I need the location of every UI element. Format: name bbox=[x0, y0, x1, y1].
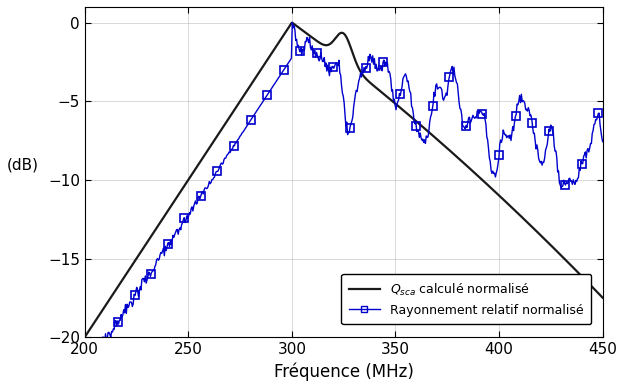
X-axis label: Fréquence (MHz): Fréquence (MHz) bbox=[274, 362, 414, 381]
Y-axis label: (dB): (dB) bbox=[7, 157, 39, 172]
Legend: $Q_{sca}$ calculé normalisé, Rayonnement relatif normalisé: $Q_{sca}$ calculé normalisé, Rayonnement… bbox=[341, 274, 591, 324]
